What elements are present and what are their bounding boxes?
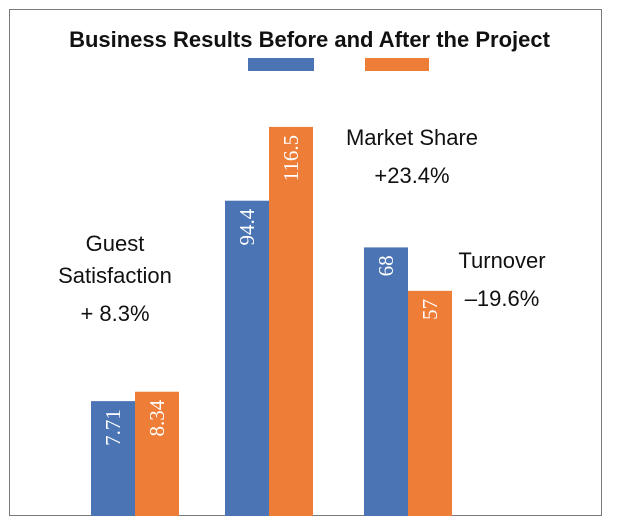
legend-swatch-before (248, 58, 314, 71)
guest-satisfaction-note-line-1: Guest (85, 231, 145, 256)
legend-swatch-after (365, 58, 429, 71)
bar-label-0-0: 7.71 (101, 409, 125, 446)
turnover-note-line-1: Turnover (458, 248, 546, 273)
bar-label-1-0: 94.4 (235, 208, 259, 245)
guest-satisfaction-note-line-2: Satisfaction (58, 262, 172, 288)
bar-label-2-1: 57 (418, 299, 442, 320)
bar-1-0 (225, 200, 269, 517)
chart-title: Business Results Before and After the Pr… (69, 27, 550, 52)
guest-satisfaction-note-line-3: + 8.3% (80, 300, 150, 326)
market-share-note: Market Share +23.4% (322, 122, 502, 192)
guest-satisfaction-note: Guest Satisfaction + 8.3% (40, 228, 190, 330)
bar-0-1 (135, 391, 179, 516)
bar-label-1-1: 116.5 (279, 135, 303, 181)
bar-2-1 (408, 290, 452, 516)
market-share-note-line-2: +23.4% (374, 162, 450, 188)
bar-2-0 (364, 247, 408, 516)
bar-0-0 (91, 401, 135, 516)
turnover-note-line-2: –19.6% (464, 285, 540, 311)
market-share-note-line-1: Market Share (345, 125, 479, 150)
bar-label-0-1: 8.34 (145, 399, 169, 436)
bar-label-2-0: 68 (374, 255, 398, 276)
bar-1-1 (269, 126, 313, 516)
turnover-note: Turnover –19.6% (432, 245, 572, 315)
